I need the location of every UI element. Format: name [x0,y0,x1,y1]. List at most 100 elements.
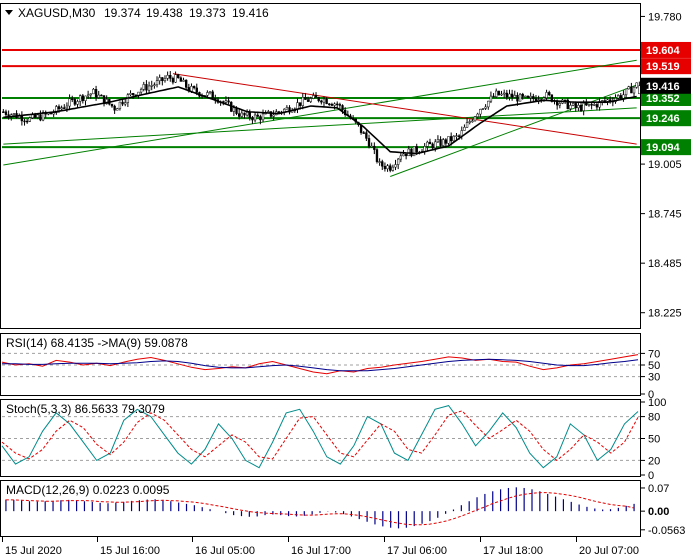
candle-body [269,111,273,117]
candle-body [601,100,604,102]
candle-body [465,122,469,128]
candle-body [595,104,599,108]
candle-body [471,120,474,123]
candle-body [598,101,601,108]
candle-body [163,78,167,82]
candle-body [627,86,630,90]
level-tag-label: 19.246 [646,113,680,125]
candle-body [436,139,440,143]
candle-body [367,138,371,147]
level-tag-label: 19.352 [646,93,680,105]
candle-body [158,77,161,81]
candle-body [587,103,591,106]
candle-body [442,139,445,146]
candle-body [389,165,392,171]
moving-average-line [3,86,637,155]
candle-body [169,75,172,79]
candle-body [322,98,326,103]
candle-body [259,116,262,121]
candle-body [12,113,16,115]
axis-label: 0.00 [648,506,669,518]
series-line-0 [1,354,639,375]
candle-body [118,101,122,109]
horizontal-levels [2,48,640,149]
candle-body [100,94,103,97]
candle-body [81,95,85,101]
price-axis: 19.780 19.005 18.745 18.485 18.225 [640,11,682,320]
candle-body [404,153,408,157]
candle-body [526,95,530,98]
time-axis: 15 Jul 2020 15 Jul 16:00 16 Jul 05:00 16 Ju… [2,537,639,557]
candle-body [227,100,230,103]
candle-body [301,97,304,106]
candle-body [492,95,495,98]
candle-body [457,135,461,137]
candle-body [619,95,622,99]
dropdown-triangle-icon[interactable] [5,10,13,15]
candle-body [381,161,384,167]
axis-label: 30 [648,372,660,384]
candle-body [253,114,257,121]
candle-body [548,92,551,96]
macd-panel-frame [0,480,641,537]
last-candle-body [638,85,641,95]
moving-average-line [3,86,637,155]
candle-body [632,86,636,94]
candle-body [582,102,585,111]
candle-body [89,93,92,96]
candle-body [124,102,127,105]
candle-body [116,108,119,111]
time-axis-label: 15 Jul 16:00 [100,545,160,557]
candle-body [171,78,175,83]
low-value: 19.373 [189,6,226,20]
price-axis-label: 19.005 [648,159,682,171]
candle-body [195,87,198,93]
candle-body [585,102,588,106]
candle-body [304,97,307,100]
candle-body [110,103,114,107]
candle-body [121,101,124,105]
candle-body [508,93,511,98]
candle-body [161,77,164,82]
candle-body [272,114,275,117]
series-line-0 [1,405,639,469]
candle-body [569,105,572,109]
candle-body [60,107,63,110]
candle-body [566,99,569,109]
trendline-trend_red [172,73,637,145]
candle-body [550,94,554,102]
candle-body [155,80,159,86]
candle-body [484,106,487,109]
candle-body [52,112,55,115]
macd-title: MACD(12,26,9) 0.0223 0.0095 [6,483,170,497]
candle-body [476,113,479,118]
candle-body [4,111,8,115]
candle-body [452,135,456,142]
current-price-tag-label: 19.416 [646,81,680,93]
candle-body [97,94,100,98]
candle-body [500,93,503,96]
candle-body [391,166,395,171]
candle-body [261,113,265,121]
candle-body [394,164,397,168]
candle-body [521,93,524,97]
candle-body [86,94,90,97]
candle-body [336,103,339,106]
candle-body [630,86,633,94]
candle-body [73,99,77,105]
close-value: 19.416 [232,6,269,20]
candle-body [309,98,312,102]
candle-body [431,143,434,149]
level-tag-bg [641,41,691,58]
candle-body [320,100,323,103]
candle-body [439,139,442,146]
candle-body [542,97,546,101]
time-axis-label: 15 Jul 2020 [5,545,62,557]
candle-body [325,98,328,105]
candle-body [139,89,143,93]
candle-body [23,120,26,123]
stoch-title: Stoch(5,3,3) 86.5633 79.3079 [6,402,165,416]
current-price-tag-bg [641,77,691,94]
candle-body [184,79,188,88]
